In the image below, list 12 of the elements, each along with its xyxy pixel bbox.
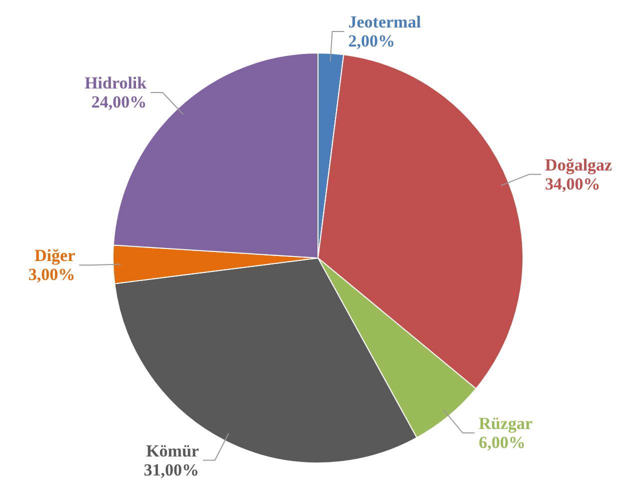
data-label: 31,00% <box>144 460 199 480</box>
data-label: 3,00% <box>28 265 76 284</box>
slice-label: Diğer <box>34 246 76 266</box>
data-label: 34,00% <box>545 174 600 194</box>
slice-label: Rüzgar <box>478 414 533 433</box>
data-label: 6,00% <box>478 432 526 452</box>
slice-label: Jeotermal <box>348 12 422 32</box>
slice-label: Kömür <box>146 441 200 460</box>
slice-label: Hidrolik <box>84 74 148 93</box>
slice-label: Doğalgaz <box>545 155 613 174</box>
data-label: 2,00% <box>348 31 396 50</box>
data-label: 24,00% <box>91 92 147 112</box>
